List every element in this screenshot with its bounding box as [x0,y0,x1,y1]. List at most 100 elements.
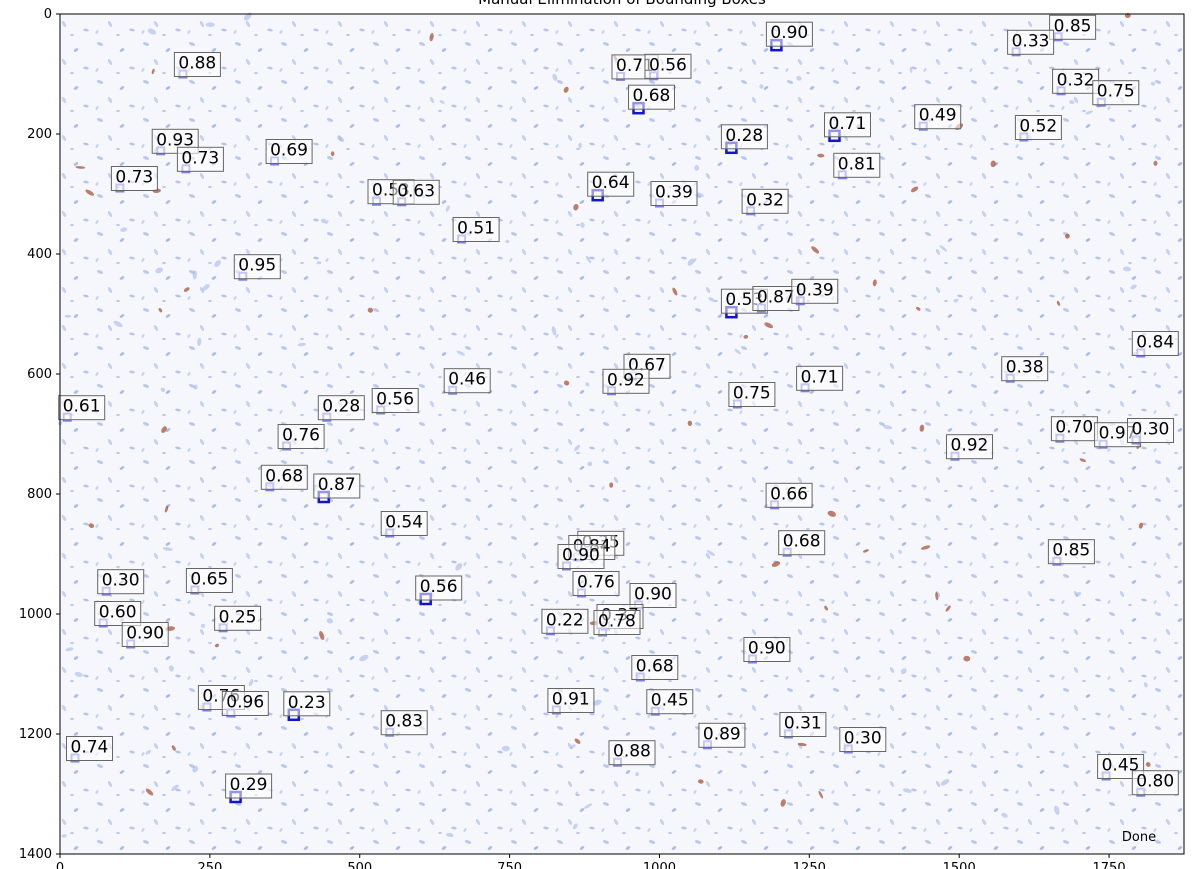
detection-box[interactable]: 0.49 [914,104,962,131]
detection-box[interactable]: 0.90 [629,583,677,610]
detection-box[interactable]: 0.83 [380,710,428,737]
detection-box[interactable]: 0.65 [185,568,233,595]
detection-box[interactable]: 0.84 [1131,331,1179,358]
detection-box[interactable]: 0.68 [778,530,826,557]
detection-box[interactable]: 0.78 [593,610,641,637]
detection-box[interactable]: 0.75 [728,382,776,409]
stain-spot [160,387,166,392]
stain-spot [935,592,939,601]
stain-spot [898,549,902,554]
detection-box[interactable]: 0.51 [452,217,500,244]
x-axis: 0 250 500 750 1000 1250 1500 1750 [56,854,1126,869]
detection-box[interactable]: 0.81 [833,152,881,180]
detection-box[interactable]: 0.61 [58,395,106,422]
score-label: 0.71 [801,367,839,387]
detection-box[interactable]: 0.76 [277,424,325,451]
detection-box[interactable]: 0.46 [443,368,491,395]
detection-box[interactable]: 0.71 [824,112,871,143]
stain-spot [1069,100,1075,105]
detection-box[interactable]: 0.30 [839,727,887,754]
detection-box[interactable]: 0.31 [779,712,827,739]
detection-box[interactable]: 0.56 [415,575,463,606]
detection-box[interactable]: 0.74 [66,736,113,763]
score-label: 0.89 [703,724,741,744]
score-label: 0.32 [746,190,784,210]
detection-box[interactable]: 0.69 [265,139,313,166]
score-label-background [765,482,813,508]
detection-box[interactable]: 0.56 [371,388,419,415]
detection-box[interactable]: 0.60 [94,601,142,628]
detection-box[interactable]: 0.56 [644,53,692,81]
y-tick-label: 400 [27,247,52,262]
detection-box[interactable]: 0.29 [225,773,273,804]
score-label: 0.56 [420,577,458,597]
stain-spot [321,218,327,224]
score-label-background [572,571,620,596]
detection-box[interactable]: 0.28 [720,124,768,155]
detection-box[interactable]: 0.95 [233,254,281,281]
detection-box[interactable]: 0.45 [646,689,694,716]
detection-box[interactable]: 0.63 [392,179,440,207]
detection-box[interactable]: 0.90 [743,637,791,664]
detection-box[interactable]: 0.73 [176,146,224,174]
detection-box[interactable]: 0.52 [1014,115,1062,142]
detection-box[interactable]: 0.68 [631,655,679,682]
detection-box[interactable]: 0.25 [214,605,262,633]
detection-box[interactable]: 0.30 [1127,418,1174,445]
detection-box[interactable]: 0.38 [1001,356,1049,383]
detection-box[interactable]: 0.80 [1131,770,1179,797]
detection-box[interactable]: 0.28 [317,395,365,422]
score-label: 0.97 [1099,424,1137,444]
detection-box[interactable]: 0.23 [283,691,331,722]
detection-box[interactable]: 0.54 [380,511,428,538]
detection-box[interactable]: 0.70 [1050,416,1098,443]
detection-box[interactable]: 0.39 [650,181,698,208]
score-label-background [1047,539,1095,565]
detection-box[interactable]: 0.22 [541,608,589,636]
score-label: 0.75 [1097,82,1135,102]
detection-box[interactable]: 0.90 [557,544,605,571]
detection-box[interactable]: 0.66 [765,482,813,510]
detection-box[interactable]: 0.90 [121,622,169,649]
stain-spot [1085,110,1093,115]
detection-box[interactable]: 0.87 [313,473,361,504]
score-label-background [380,710,428,736]
detection-box[interactable]: 0.89 [698,722,746,750]
detection-box[interactable]: 0.73 [110,166,158,193]
detection-box[interactable]: 0.85 [1049,14,1097,42]
stain-spot [1079,458,1086,463]
score-label-background [173,52,221,77]
stain-spot [120,227,128,232]
stain-spot [585,255,592,264]
detection-box[interactable]: 0.32 [741,188,789,216]
detection-box[interactable]: 0.92 [602,368,650,396]
detection-box[interactable]: 0.76 [572,571,620,598]
detection-box[interactable]: 0.71 [796,365,844,393]
detection-box[interactable]: 0.64 [587,171,635,202]
detection-box[interactable]: 0.32 [1052,68,1100,96]
detection-box[interactable]: 0.33 [1007,29,1055,57]
detection-box[interactable]: 0.75 [1092,80,1140,107]
detection-box[interactable]: 0.87 [752,286,800,313]
detection-box[interactable]: 0.30 [97,569,145,596]
detection-box[interactable]: 0.68 [628,84,675,115]
detection-box[interactable]: 0.96 [221,691,269,718]
detection-box[interactable]: 0.88 [608,740,656,767]
detection-box[interactable]: 0.68 [260,464,308,492]
detection-box[interactable]: 0.90 [765,21,813,52]
score-label-background [650,181,698,206]
detection-box[interactable]: 0.45 [1097,754,1145,781]
detection-box[interactable]: 0.88 [173,52,221,79]
stain-spot [1001,812,1008,818]
detection-box[interactable]: 0.85 [1047,539,1095,566]
detection-box[interactable]: 0.39 [791,278,839,306]
detection-box[interactable]: 0.92 [946,434,993,461]
stain-spot [326,618,333,624]
score-label: 0.60 [99,603,137,623]
score-label: 0.30 [102,571,140,591]
score-label: 0.54 [385,513,423,533]
stain-spot [192,765,199,773]
detection-box[interactable]: 0.91 [547,688,595,715]
detection-box[interactable]: 0.93 [151,128,199,156]
